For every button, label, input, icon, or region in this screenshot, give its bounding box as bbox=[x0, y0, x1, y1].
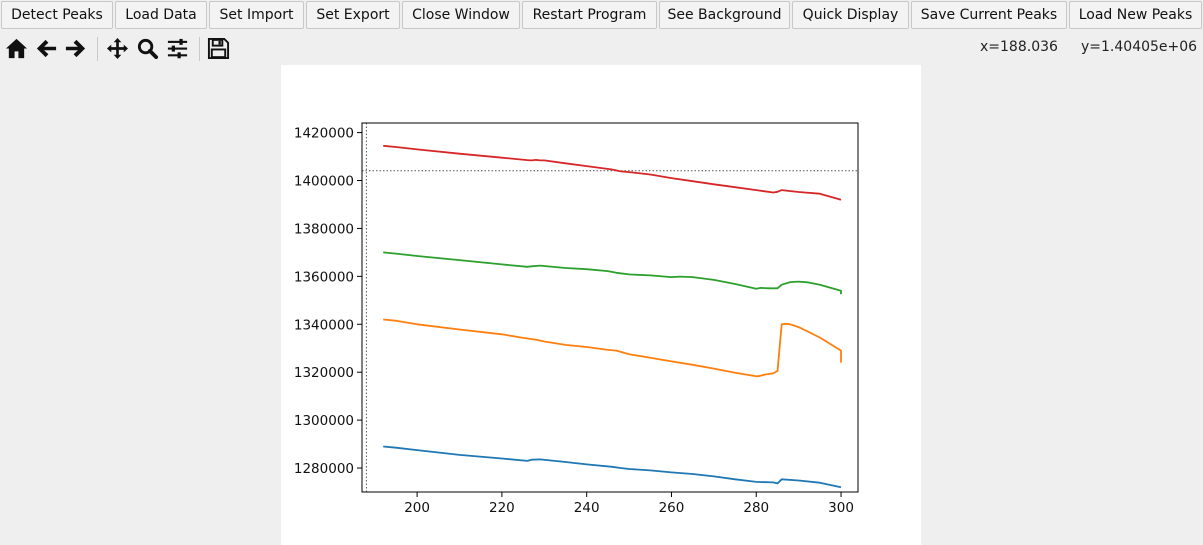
save-icon bbox=[207, 37, 230, 60]
save-current-peaks-button[interactable]: Save Current Peaks bbox=[911, 1, 1067, 29]
x-tick-label: 220 bbox=[489, 500, 515, 516]
toolbar-separator bbox=[199, 37, 200, 61]
save-figure-button[interactable] bbox=[205, 35, 232, 62]
plot-navigation-toolbar: x=188.036 y=1.40405e+06 bbox=[0, 33, 1203, 63]
figure-canvas[interactable]: 200 220 240 260 280 300 1280000 1300000 1320000… bbox=[281, 65, 921, 545]
x-tick-label: 280 bbox=[743, 500, 769, 516]
x-tick-label: 300 bbox=[828, 500, 854, 516]
cursor-y-readout: y=1.40405e+06 bbox=[1081, 39, 1198, 55]
y-tick-label: 1300000 bbox=[294, 413, 354, 429]
back-button[interactable] bbox=[33, 35, 60, 62]
forward-arrow-icon bbox=[65, 39, 86, 58]
y-tick-label: 1360000 bbox=[294, 269, 354, 285]
back-arrow-icon bbox=[36, 39, 57, 58]
home-icon bbox=[5, 38, 28, 59]
set-import-button[interactable]: Set Import bbox=[209, 1, 304, 29]
series-line-4 bbox=[383, 144, 842, 201]
y-tick-label: 1420000 bbox=[294, 126, 354, 142]
load-data-button[interactable]: Load Data bbox=[115, 1, 207, 29]
y-tick-label: 1380000 bbox=[294, 221, 354, 237]
forward-button[interactable] bbox=[62, 35, 89, 62]
pan-icon bbox=[106, 37, 129, 60]
series-line-1 bbox=[383, 445, 842, 489]
configure-subplots-button[interactable] bbox=[164, 35, 191, 62]
x-tick-label: 240 bbox=[574, 500, 600, 516]
load-new-peaks-button[interactable]: Load New Peaks bbox=[1069, 1, 1202, 29]
y-tick-label: 1340000 bbox=[294, 317, 354, 333]
quick-display-button[interactable]: Quick Display bbox=[792, 1, 909, 29]
detect-peaks-button[interactable]: Detect Peaks bbox=[1, 1, 113, 29]
set-export-button[interactable]: Set Export bbox=[306, 1, 400, 29]
home-button[interactable] bbox=[3, 35, 30, 62]
x-tick-label: 260 bbox=[659, 500, 685, 516]
y-tick-label: 1320000 bbox=[294, 365, 354, 381]
restart-program-button[interactable]: Restart Program bbox=[522, 1, 657, 29]
y-tick-label: 1280000 bbox=[294, 461, 354, 477]
configure-subplots-icon bbox=[167, 38, 188, 59]
series-line-2 bbox=[383, 318, 842, 378]
cursor-x-readout: x=188.036 bbox=[980, 39, 1058, 55]
close-window-button[interactable]: Close Window bbox=[402, 1, 520, 29]
line-chart[interactable]: 200 220 240 260 280 300 1280000 1300000 1320000… bbox=[281, 65, 921, 545]
action-toolbar: Detect Peaks Load Data Set Import Set Ex… bbox=[0, 0, 1203, 31]
series-line-3 bbox=[383, 251, 842, 295]
plot-area-frame bbox=[361, 122, 859, 493]
pan-button[interactable] bbox=[104, 35, 131, 62]
see-background-button[interactable]: See Background bbox=[659, 1, 790, 29]
y-tick-label: 1400000 bbox=[294, 174, 354, 190]
toolbar-separator bbox=[97, 37, 98, 61]
x-tick-label: 200 bbox=[404, 500, 430, 516]
zoom-icon bbox=[137, 38, 159, 60]
zoom-button[interactable] bbox=[134, 35, 161, 62]
